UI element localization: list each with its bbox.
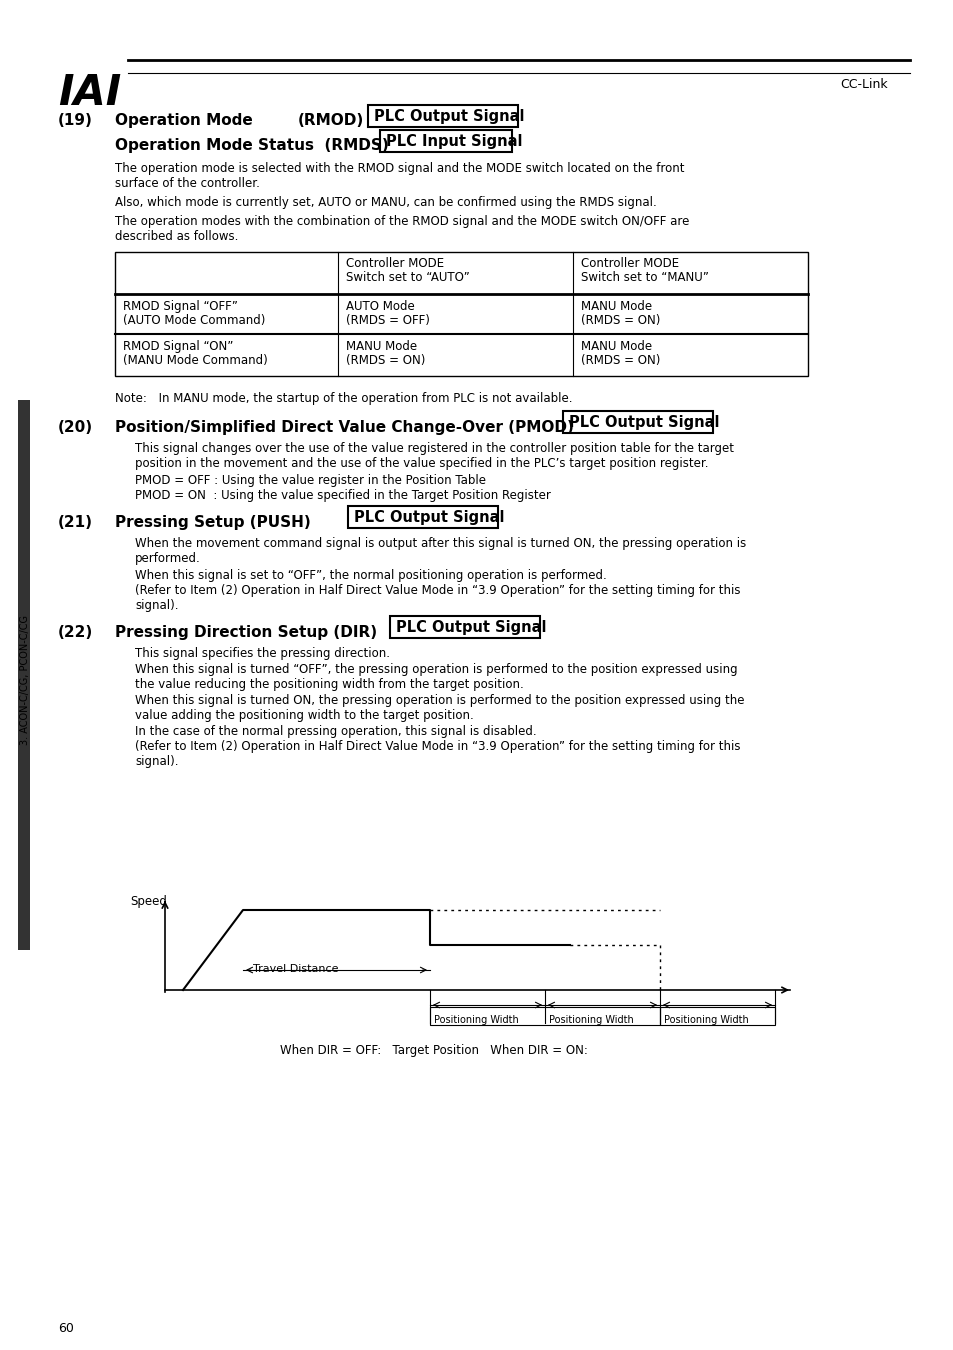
Text: PLC Output Signal: PLC Output Signal [568,414,719,431]
Text: PLC Output Signal: PLC Output Signal [374,109,524,124]
Text: Positioning Width: Positioning Width [548,1015,633,1025]
Text: MANU Mode: MANU Mode [346,340,416,352]
Text: PMOD = ON  : Using the value specified in the Target Position Register: PMOD = ON : Using the value specified in… [135,489,550,502]
Text: signal).: signal). [135,599,178,612]
Text: (Refer to Item (2) Operation in Half Direct Value Mode in “3.9 Operation” for th: (Refer to Item (2) Operation in Half Dir… [135,585,740,597]
Text: the value reducing the positioning width from the target position.: the value reducing the positioning width… [135,678,523,691]
Text: When DIR = OFF:   Target Position   When DIR = ON:: When DIR = OFF: Target Position When DIR… [280,1044,587,1057]
Text: PLC Input Signal: PLC Input Signal [386,134,522,148]
Bar [379,130,512,153]
Text: This signal changes over the use of the value registered in the controller posit: This signal changes over the use of the … [135,441,733,455]
Text: This signal specifies the pressing direction.: This signal specifies the pressing direc… [135,647,390,660]
Bar [348,506,497,528]
Text: signal).: signal). [135,755,178,768]
Text: When this signal is turned ON, the pressing operation is performed to the positi: When this signal is turned ON, the press… [135,694,743,707]
Text: PMOD = OFF : Using the value register in the Position Table: PMOD = OFF : Using the value register in… [135,474,485,487]
Text: (RMDS = ON): (RMDS = ON) [580,354,659,367]
Text: (19): (19) [58,113,92,128]
Text: (MANU Mode Command): (MANU Mode Command) [123,354,268,367]
Text: Travel Distance: Travel Distance [253,964,338,973]
Text: (RMDS = OFF): (RMDS = OFF) [346,315,430,327]
Bar [115,252,807,377]
Text: (22): (22) [58,625,93,640]
Text: CC-Link: CC-Link [840,78,886,90]
Text: Controller MODE: Controller MODE [346,256,444,270]
Text: The operation modes with the combination of the RMOD signal and the MODE switch : The operation modes with the combination… [115,215,689,228]
Bar [390,616,539,639]
Text: PLC Output Signal: PLC Output Signal [395,620,546,634]
Bar [368,105,517,127]
Text: value adding the positioning width to the target position.: value adding the positioning width to th… [135,709,474,722]
Text: RMOD Signal “ON”: RMOD Signal “ON” [123,340,233,352]
Text: RMOD Signal “OFF”: RMOD Signal “OFF” [123,300,237,313]
Text: Positioning Width: Positioning Width [663,1015,748,1025]
Text: (RMDS = ON): (RMDS = ON) [580,315,659,327]
Bar [562,410,712,433]
Text: Switch set to “AUTO”: Switch set to “AUTO” [346,271,469,284]
Text: MANU Mode: MANU Mode [580,300,652,313]
Text: Switch set to “MANU”: Switch set to “MANU” [580,271,708,284]
Text: Note: In MANU mode, the startup of the operation from PLC is not available.: Note: In MANU mode, the startup of the o… [115,392,572,405]
Text: Speed: Speed [130,895,167,909]
Text: Pressing Direction Setup (DIR): Pressing Direction Setup (DIR) [115,625,376,640]
Text: performed.: performed. [135,552,200,566]
Text: When this signal is set to “OFF”, the normal positioning operation is performed.: When this signal is set to “OFF”, the no… [135,568,606,582]
Text: (RMOD): (RMOD) [297,113,364,128]
Text: (20): (20) [58,420,93,435]
Text: MANU Mode: MANU Mode [580,340,652,352]
Text: position in the movement and the use of the value specified in the PLC’s target : position in the movement and the use of … [135,458,708,470]
Bar [18,400,30,950]
Text: The operation mode is selected with the RMOD signal and the MODE switch located : The operation mode is selected with the … [115,162,684,176]
Text: (AUTO Mode Command): (AUTO Mode Command) [123,315,265,327]
Text: In the case of the normal pressing operation, this signal is disabled.: In the case of the normal pressing opera… [135,725,536,738]
Text: When the movement command signal is output after this signal is turned ON, the p: When the movement command signal is outp… [135,537,745,549]
Bar [430,1007,659,1025]
Text: Positioning Width: Positioning Width [434,1015,518,1025]
Text: Operation Mode Status  (RMDS): Operation Mode Status (RMDS) [115,138,388,153]
Text: (RMDS = ON): (RMDS = ON) [346,354,425,367]
Text: Position/Simplified Direct Value Change-Over (PMOD): Position/Simplified Direct Value Change-… [115,420,574,435]
Text: Operation Mode: Operation Mode [115,113,253,128]
Text: surface of the controller.: surface of the controller. [115,177,259,190]
Text: Controller MODE: Controller MODE [580,256,679,270]
Text: (21): (21) [58,514,92,531]
Text: IAI: IAI [58,72,121,113]
Text: PLC Output Signal: PLC Output Signal [354,510,504,525]
Text: 60: 60 [58,1322,73,1335]
Bar [659,1007,774,1025]
Text: 3. ACON-C/CG, PCON-C/CG: 3. ACON-C/CG, PCON-C/CG [20,616,30,745]
Text: Pressing Setup (PUSH): Pressing Setup (PUSH) [115,514,311,531]
Text: Also, which mode is currently set, AUTO or MANU, can be confirmed using the RMDS: Also, which mode is currently set, AUTO … [115,196,656,209]
Text: AUTO Mode: AUTO Mode [346,300,415,313]
Text: When this signal is turned “OFF”, the pressing operation is performed to the pos: When this signal is turned “OFF”, the pr… [135,663,737,676]
Text: described as follows.: described as follows. [115,230,238,243]
Text: (Refer to Item (2) Operation in Half Direct Value Mode in “3.9 Operation” for th: (Refer to Item (2) Operation in Half Dir… [135,740,740,753]
